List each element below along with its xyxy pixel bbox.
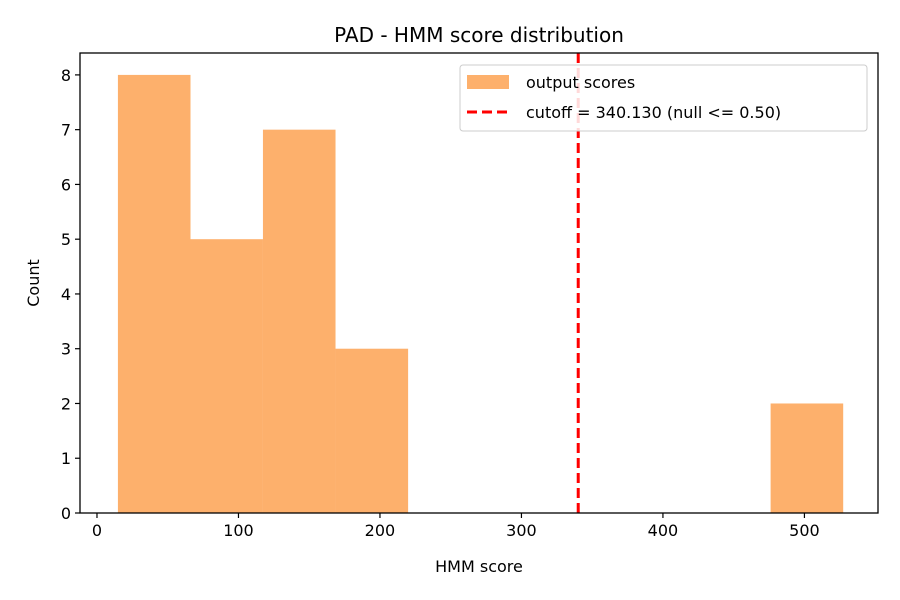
- x-tick-label: 0: [92, 521, 102, 540]
- legend-patch-output-scores: [467, 75, 509, 89]
- histogram-bar-3: [335, 348, 409, 513]
- histogram-bar-9: [770, 403, 844, 513]
- legend-label-cutoff: cutoff = 340.130 (null <= 0.50): [526, 103, 781, 122]
- y-tick-label: 4: [61, 285, 71, 304]
- y-tick-label: 5: [61, 230, 71, 249]
- histogram-bars: [117, 74, 844, 514]
- x-tick-label: 400: [648, 521, 679, 540]
- legend-box: [459, 64, 868, 132]
- histogram-bar-2: [262, 129, 336, 513]
- plot-frame: [79, 52, 879, 514]
- legend: output scores cutoff = 340.130 (null <= …: [459, 64, 868, 132]
- x-axis-label: HMM score: [435, 557, 523, 576]
- y-tick-label: 1: [61, 449, 71, 468]
- y-tick-label: 7: [61, 121, 71, 140]
- legend-label-output-scores: output scores: [526, 73, 635, 92]
- chart-title: PAD - HMM score distribution: [334, 23, 624, 47]
- y-tick-label: 8: [61, 66, 71, 85]
- x-tick-label: 500: [789, 521, 820, 540]
- x-tick-label: 200: [365, 521, 396, 540]
- x-tick-label: 300: [506, 521, 537, 540]
- y-tick-label: 0: [61, 504, 71, 523]
- y-axis-ticks: 0 1 2 3 4 5 6 7 8: [61, 66, 80, 523]
- y-tick-label: 6: [61, 175, 71, 194]
- histogram-bar-0: [117, 74, 191, 514]
- x-axis-ticks: 0 100 200 300 400 500: [92, 513, 820, 540]
- y-tick-label: 2: [61, 394, 71, 413]
- x-tick-label: 100: [223, 521, 254, 540]
- y-axis-label: Count: [24, 259, 43, 307]
- histogram-bar-1: [190, 239, 263, 513]
- y-tick-label: 3: [61, 340, 71, 359]
